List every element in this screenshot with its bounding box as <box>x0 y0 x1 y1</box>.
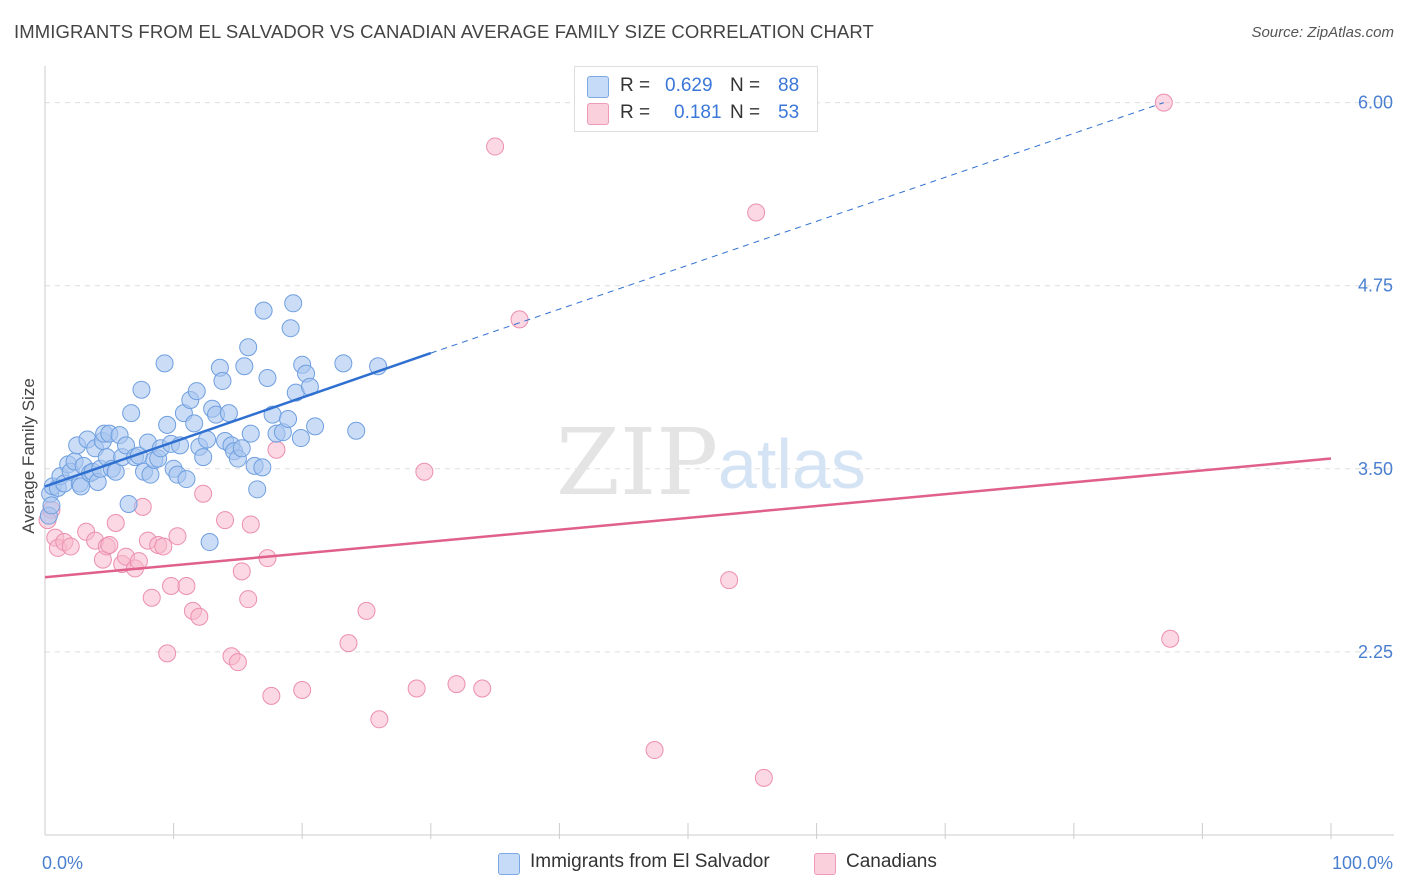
el-salvador-point <box>158 415 177 434</box>
el-salvador-point <box>239 338 258 357</box>
canadians-point <box>510 310 529 329</box>
series-label: Immigrants from El Salvador <box>530 851 770 872</box>
el-salvador-point <box>155 354 174 373</box>
el-salvador-point <box>306 417 325 436</box>
el-salvador-point <box>258 368 277 387</box>
canadians-point <box>1161 629 1180 648</box>
el-salvador-point <box>254 301 273 320</box>
canadians-point <box>142 588 161 607</box>
y-tick-label: 6.00 <box>1358 93 1393 113</box>
series-label: Canadians <box>846 851 937 872</box>
el-salvador-point <box>284 294 303 313</box>
canadians-point <box>262 686 281 705</box>
canadians-point <box>473 679 492 698</box>
el-salvador-point <box>177 470 196 489</box>
y-tick-label: 2.25 <box>1358 642 1393 662</box>
el-salvador-point <box>253 458 272 477</box>
canadians-point <box>241 515 260 534</box>
canadians-point <box>339 634 358 653</box>
el-salvador-trend-line <box>44 351 432 488</box>
canadians-point <box>158 644 177 663</box>
x-tick-label: 0.0% <box>42 853 83 873</box>
legend-n-value: 53 <box>778 102 800 123</box>
stats-legend: R = 0.629 N = 88 R = 0.181 N = 53 <box>574 66 818 132</box>
y-axis-label: Average Family Size <box>19 378 38 534</box>
canadians-point <box>106 514 125 533</box>
canadians-point <box>486 137 505 156</box>
canadians-point <box>357 601 376 620</box>
el-salvador-point <box>200 533 219 552</box>
el-salvador-point <box>279 410 298 429</box>
canadians-point <box>747 203 766 222</box>
el-salvador-point <box>213 371 232 390</box>
el-salvador-point <box>291 429 310 448</box>
canadians-point <box>447 675 466 694</box>
canadians-point <box>415 462 434 481</box>
el-salvador-point <box>187 382 206 401</box>
canadians-point <box>267 440 286 459</box>
canadians-point <box>162 576 181 595</box>
canadians-point <box>228 653 247 672</box>
legend-r-label: R = <box>620 102 651 123</box>
canadians-point <box>177 576 196 595</box>
legend-swatch-blue <box>587 76 609 98</box>
el-salvador-point <box>248 480 267 499</box>
series-swatch-pink <box>814 853 836 875</box>
el-salvador-trend-extension <box>430 102 1164 354</box>
chart-title: IMMIGRANTS FROM EL SALVADOR VS CANADIAN … <box>14 21 874 42</box>
canadians-point <box>216 511 235 530</box>
y-tick-label: 4.75 <box>1358 276 1393 296</box>
canadians-point <box>168 527 187 546</box>
source-credit: Source: ZipAtlas.com <box>1251 24 1394 41</box>
el-salvador-point <box>232 439 251 458</box>
el-salvador-point <box>281 319 300 338</box>
el-salvador-point <box>334 354 353 373</box>
legend-r-value: 0.629 <box>665 75 713 96</box>
el-salvador-point <box>122 404 141 423</box>
canadians-point <box>407 679 426 698</box>
el-salvador-points <box>39 294 388 552</box>
legend-swatch-pink <box>587 103 609 125</box>
canadians-point <box>239 590 258 609</box>
canadians-point <box>754 768 773 787</box>
trend-lines <box>44 102 1332 579</box>
canadians-point <box>190 607 209 626</box>
x-tick-label: 100.0% <box>1332 853 1393 873</box>
canadians-point <box>194 484 213 503</box>
watermark-zip: ZIP <box>556 409 718 516</box>
canadians-point <box>232 562 251 581</box>
el-salvador-point <box>42 496 61 515</box>
el-salvador-point <box>347 421 366 440</box>
el-salvador-point <box>132 380 151 399</box>
canadians-point <box>720 571 739 590</box>
legend-r-value: 0.181 <box>674 102 722 123</box>
legend-r-label: R = <box>620 75 651 96</box>
el-salvador-point <box>241 424 260 443</box>
el-salvador-point <box>185 414 204 433</box>
canadians-point <box>100 535 119 554</box>
el-salvador-point <box>119 494 138 513</box>
canadians-point <box>293 680 312 699</box>
legend-n-value: 88 <box>778 75 800 96</box>
canadians-point <box>1154 93 1173 112</box>
y-tick-label: 3.50 <box>1358 459 1393 479</box>
legend-n-label: N = <box>730 102 761 123</box>
canadians-point <box>61 537 80 556</box>
el-salvador-point <box>235 357 254 376</box>
axes <box>44 66 1394 839</box>
legend-n-label: N = <box>730 75 761 96</box>
watermark-atlas: atlas <box>718 425 866 503</box>
canadians-point <box>154 537 173 556</box>
tick-labels: 2.25 3.50 4.75 6.00 0.0% 100.0% <box>42 93 1393 873</box>
el-salvador-point <box>194 448 213 467</box>
series-swatch-blue <box>498 853 520 875</box>
canadians-trend-line <box>44 457 1332 579</box>
canadians-point <box>645 741 664 760</box>
el-salvador-point <box>72 477 91 496</box>
canadians-point <box>370 710 389 729</box>
el-salvador-point <box>219 404 238 423</box>
